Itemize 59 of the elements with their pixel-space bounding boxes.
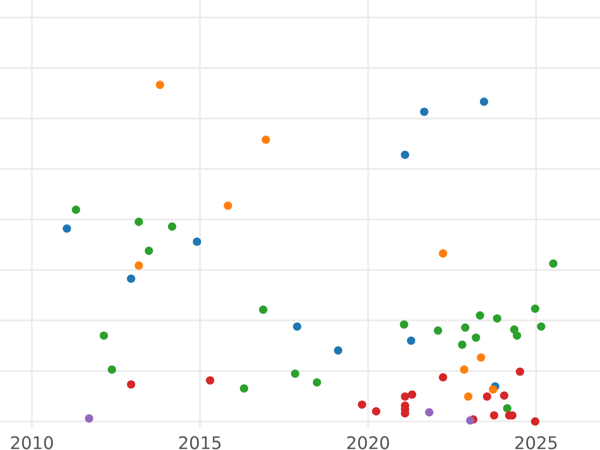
point (406, 336, 416, 345)
point (259, 306, 268, 314)
point (168, 222, 176, 231)
point (224, 202, 232, 210)
point (334, 346, 342, 355)
point (312, 378, 322, 387)
point (100, 331, 108, 340)
point (126, 274, 136, 283)
point (156, 80, 164, 89)
point (400, 320, 408, 329)
x-tick-label: 2025 (515, 436, 557, 450)
point (466, 416, 474, 425)
x-tick-label: 2020 (347, 436, 390, 450)
point (292, 322, 302, 331)
point (262, 136, 270, 144)
point (358, 400, 366, 409)
point (84, 414, 94, 423)
point (408, 390, 416, 399)
point (126, 380, 136, 389)
point (438, 249, 448, 258)
point (490, 411, 498, 420)
point (464, 392, 472, 401)
point (480, 97, 488, 106)
point (476, 311, 484, 320)
point (530, 417, 540, 426)
point (537, 322, 546, 331)
point (512, 331, 522, 340)
point (500, 391, 508, 400)
x-tick-label: 2015 (179, 436, 221, 450)
point (516, 367, 524, 376)
point (400, 150, 410, 160)
point (488, 385, 498, 394)
point (134, 218, 143, 226)
point (400, 392, 410, 401)
point (438, 373, 448, 382)
point (482, 392, 492, 401)
point (434, 326, 442, 335)
point (503, 404, 512, 412)
point (134, 261, 143, 270)
point (240, 384, 248, 393)
point (461, 323, 470, 332)
point (62, 224, 72, 233)
point (192, 238, 202, 246)
point (206, 376, 214, 385)
point (530, 304, 540, 313)
point (492, 314, 502, 323)
point (458, 340, 466, 349)
point (372, 407, 380, 416)
point (476, 353, 486, 362)
point (144, 246, 154, 255)
point (72, 206, 80, 214)
point (290, 369, 300, 378)
point (425, 408, 434, 417)
point (420, 108, 428, 116)
point (549, 259, 558, 268)
point (472, 333, 480, 342)
point (460, 365, 468, 374)
point (108, 365, 116, 374)
x-tick-label: 2010 (11, 436, 53, 450)
